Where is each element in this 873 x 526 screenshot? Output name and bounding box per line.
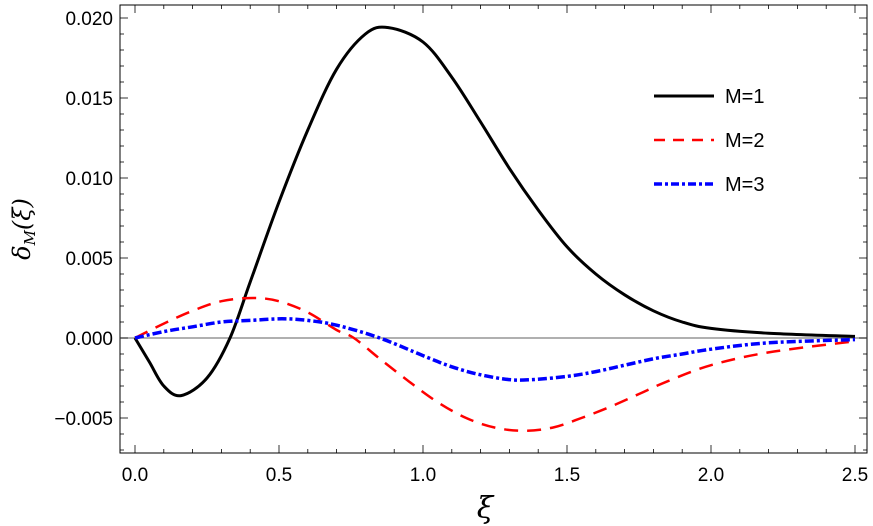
series-line-m1: [133, 25, 856, 398]
y-axis-title-main: δ: [8, 245, 36, 259]
x-tick-label: 2.5: [842, 465, 868, 486]
svg-text:δM(ξ): δM(ξ): [8, 198, 39, 260]
x-tick-label: 2.0: [698, 465, 724, 486]
y-tick-label: 0.010: [65, 169, 113, 190]
plot-frame: [119, 4, 868, 454]
series-group: [133, 25, 856, 433]
x-tick-label: 1.5: [554, 465, 580, 486]
y-tick-label: 0.015: [65, 89, 113, 110]
legend-label-m3: M=3: [725, 174, 764, 196]
legend: M=1 M=2 M=3: [654, 86, 764, 196]
y-axis-title: δM(ξ): [8, 198, 39, 260]
x-tick-label: 0.0: [122, 465, 148, 486]
y-axis-title-sub: M: [21, 229, 39, 246]
x-axis-ticks: [134, 5, 856, 453]
legend-label-m1: M=1: [725, 86, 764, 108]
x-axis-title: ξ: [477, 491, 495, 526]
series-line-m2: [134, 296, 856, 433]
x-tick-label: 1.0: [410, 465, 436, 486]
y-axis-title-arg: (ξ): [8, 198, 36, 230]
x-axis-tick-labels: 0.0 0.5 1.0 1.5 2.0 2.5: [122, 465, 868, 486]
y-tick-label: 0.000: [65, 329, 113, 350]
y-tick-label: 0.020: [65, 9, 113, 30]
series-line-m3: [134, 317, 856, 382]
y-tick-label: −0.005: [54, 409, 113, 430]
y-axis-tick-labels: −0.005 0.000 0.005 0.010 0.015 0.020: [54, 9, 113, 430]
legend-label-m2: M=2: [725, 130, 764, 152]
x-tick-label: 0.5: [266, 465, 292, 486]
y-axis-ticks: [120, 17, 867, 451]
y-tick-label: 0.005: [65, 249, 113, 270]
